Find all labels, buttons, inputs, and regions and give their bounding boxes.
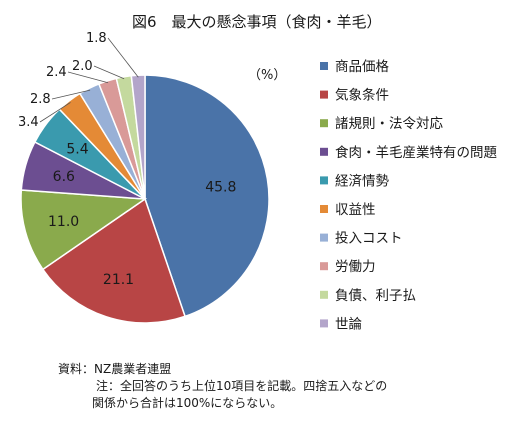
leader-lines — [39, 37, 139, 123]
pie-slices — [20, 74, 270, 324]
pie-slice — [130, 74, 146, 200]
chart-title: 図6 最大の懸念事項（食肉・羊毛） — [132, 13, 382, 31]
legend-swatch — [320, 62, 328, 70]
legend-label: 投入コスト — [335, 231, 403, 247]
legend-swatch — [320, 262, 328, 271]
legend-swatch — [320, 205, 328, 213]
note-line-2: 関係から合計は100%にならない。 — [92, 396, 283, 410]
slice-value-label: 6.6 — [53, 169, 75, 185]
legend-label: 気象条件 — [335, 87, 389, 104]
pie-slice — [41, 197, 186, 324]
slice-value-label: 45.8 — [205, 179, 236, 195]
slice-value-label: 2.8 — [30, 92, 51, 107]
legend-label: 経済情勢 — [335, 173, 389, 189]
legend: 商品価格気象条件諸規則・法令対応食肉・羊毛産業特有の問題経済情勢収益性投入コスト… — [320, 59, 497, 332]
leader-line — [67, 71, 109, 84]
legend-label: 負債、利子払 — [335, 288, 416, 304]
pie-chart: 図6 最大の懸念事項（食肉・羊毛） （%） 45.8 21.1 11.0 6.6 5.4… — [18, 13, 497, 332]
slice-value-label: 3.4 — [18, 115, 39, 130]
legend-label: 諸規則・法令対応 — [335, 116, 443, 132]
leader-line — [93, 65, 125, 80]
legend-label: 商品価格 — [335, 59, 389, 75]
slice-labels: 45.8 21.1 11.0 6.6 5.4 3.4 2.8 2.4 2.0 1.8 — [18, 31, 236, 288]
slice-value-label: 5.4 — [66, 141, 88, 157]
pie-slice — [144, 74, 270, 318]
source-note: 資料：NZ農業者連盟 — [58, 362, 172, 376]
legend-swatch — [320, 233, 328, 242]
slice-value-label: 11.0 — [48, 214, 79, 230]
leader-line — [107, 37, 139, 78]
legend-label: 労働力 — [335, 259, 376, 275]
legend-swatch — [320, 90, 328, 99]
legend-swatch — [320, 290, 328, 299]
legend-label: 収益性 — [335, 202, 376, 218]
slice-value-label: 1.8 — [86, 31, 107, 46]
leader-line — [39, 102, 71, 123]
legend-label: 食肉・羊毛産業特有の問題 — [335, 144, 497, 161]
legend-swatch — [320, 119, 328, 128]
unit-label: （%） — [248, 68, 286, 83]
slice-value-label: 2.4 — [46, 65, 67, 80]
pie-slice — [20, 189, 148, 271]
legend-swatch — [320, 176, 328, 185]
legend-swatch — [320, 319, 328, 328]
notes: 資料：NZ農業者連盟 注：全回答のうち上位10項目を記載。四捨五入などの 関係か… — [58, 361, 387, 412]
note-line-1: 注：全回答のうち上位10項目を記載。四捨五入などの — [96, 379, 388, 393]
leader-line — [51, 89, 91, 100]
legend-swatch — [320, 147, 328, 156]
slice-value-label: 21.1 — [103, 272, 134, 288]
slice-value-label: 2.0 — [72, 59, 93, 74]
legend-label: 世論 — [335, 316, 362, 332]
